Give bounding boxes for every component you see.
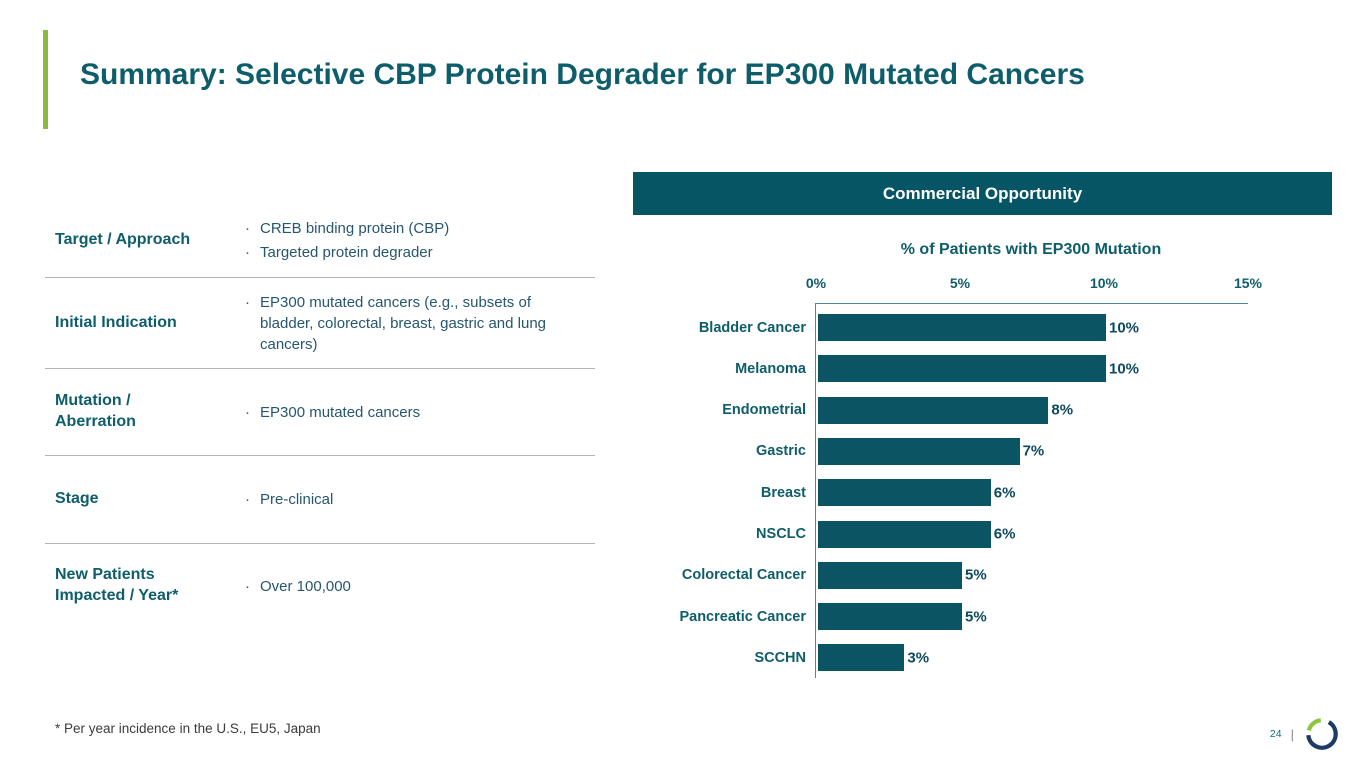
bullet-item: · Pre-clinical xyxy=(245,489,595,510)
bar xyxy=(818,355,1106,383)
info-table: Target / Approach · CREB binding protein (… xyxy=(45,203,595,628)
bullet-item: · EP300 mutated cancers (e.g., subsets of… xyxy=(245,292,595,355)
logo-green-arc xyxy=(1306,718,1322,732)
bullet-dot-icon: · xyxy=(245,577,250,595)
company-ring-logo xyxy=(1306,718,1338,750)
info-row-bullets: · EP300 mutated cancers (e.g., subsets of… xyxy=(245,289,595,358)
footer-divider: | xyxy=(1290,726,1294,742)
info-row-bullets: · EP300 mutated cancers xyxy=(245,399,595,426)
info-row-label: New Patients Impacted / Year* xyxy=(55,566,179,604)
info-row-bullets: · Over 100,000 xyxy=(245,573,595,600)
bullet-dot-icon: · xyxy=(245,243,250,261)
info-row-label: Stage xyxy=(55,490,99,508)
bar xyxy=(818,479,991,507)
bar-row: SCCHN 3% xyxy=(754,644,1248,672)
bar-row: Gastric 7% xyxy=(756,437,1248,465)
bar-category-label: Melanoma xyxy=(735,360,806,377)
bullet-dot-icon: · xyxy=(245,491,250,508)
bar-value-label: 10% xyxy=(1109,360,1140,378)
bullet-text: Targeted protein degrader xyxy=(260,243,433,261)
info-row-bullets: · CREB binding protein (CBP) · Targeted pro… xyxy=(245,215,595,266)
footnote: * Per year incidence in the U.S., EU5, J… xyxy=(55,721,321,736)
bullet-dot-icon: · xyxy=(245,293,250,311)
bullet-item: · Targeted protein degrader xyxy=(245,242,595,263)
bar xyxy=(818,396,1049,424)
info-table-row: Target / Approach · CREB binding protein (… xyxy=(45,203,595,277)
bullet-dot-icon: · xyxy=(245,219,250,237)
bullet-item: · CREB binding protein (CBP) xyxy=(245,218,595,239)
bar-value-label: 5% xyxy=(965,608,987,626)
page-footer: 24 | xyxy=(1270,715,1341,753)
bar-value-label: 6% xyxy=(993,484,1016,502)
commercial-banner-title: Commercial Opportunity xyxy=(882,183,1083,203)
bullet-text: EP300 mutated cancers xyxy=(260,403,421,421)
bar-row: Breast 6% xyxy=(761,479,1248,507)
x-axis-tick-label: 5% xyxy=(949,275,971,291)
bullet-item: · Over 100,000 xyxy=(245,576,595,597)
info-row-label: Initial Indication xyxy=(55,313,177,331)
bullet-text: Pre-clinical xyxy=(260,491,334,508)
bar-category-label: Breast xyxy=(760,484,806,501)
bullet-dot-icon: · xyxy=(245,403,250,421)
info-table-row: Stage · Pre-clinical xyxy=(45,455,595,543)
bar xyxy=(818,603,962,631)
bar-row: NSCLC 6% xyxy=(756,520,1248,548)
bar-row: Colorectal Cancer 5% xyxy=(682,561,1248,589)
x-axis-tick-label: 0% xyxy=(805,275,827,291)
bar xyxy=(818,437,1020,465)
bar-category-label: Endometrial xyxy=(722,402,806,419)
bar-row: Endometrial 8% xyxy=(722,396,1248,424)
bar xyxy=(818,520,991,548)
bar-row: Bladder Cancer 10% xyxy=(699,314,1248,341)
bar-category-label: Pancreatic Cancer xyxy=(679,608,806,625)
bar-category-label: NSCLC xyxy=(756,526,806,542)
bar-value-label: 5% xyxy=(965,566,987,584)
bullet-item: · EP300 mutated cancers xyxy=(245,402,595,423)
bar-value-label: 10% xyxy=(1109,319,1140,336)
chart-title: % of Patients with EP300 Mutation xyxy=(900,241,1162,258)
bullet-text: CREB binding protein (CBP) xyxy=(260,219,450,237)
bar xyxy=(818,644,905,672)
info-row-label: Target / Approach xyxy=(55,230,191,248)
bullet-text: EP300 mutated cancers (e.g., subsets of … xyxy=(260,293,547,353)
bar-value-label: 3% xyxy=(907,649,930,667)
info-table-row: New Patients Impacted / Year* · Over 100,0… xyxy=(45,543,595,628)
info-row-label: Mutation / Aberration xyxy=(55,392,136,430)
x-axis-tick-label: 15% xyxy=(1233,275,1263,291)
bar-category-label: Colorectal Cancer xyxy=(681,567,806,584)
bar-value-label: 8% xyxy=(1051,401,1074,419)
page-number: 24 xyxy=(1269,728,1282,740)
bar-category-label: Gastric xyxy=(756,443,806,460)
page-title: Summary: Selective CBP Protein Degrader … xyxy=(80,58,1085,91)
info-table-row: Mutation / Aberration · EP300 mutated canc… xyxy=(45,368,595,455)
bar xyxy=(818,314,1106,341)
bullet-text: Over 100,000 xyxy=(260,577,351,595)
commercial-banner: Commercial Opportunity xyxy=(633,172,1332,215)
title-accent-bar xyxy=(43,30,48,129)
bar-chart: 0% 5% 10% 15% Bladder Cancer 10% Melanoma 10% En… xyxy=(679,275,1262,678)
bar-row: Pancreatic Cancer 5% xyxy=(679,603,1248,631)
bar-row: Melanoma 10% xyxy=(735,355,1248,383)
bar-value-label: 7% xyxy=(1022,442,1045,460)
logo-navy-arc xyxy=(1306,720,1338,750)
bar xyxy=(818,561,962,589)
x-axis-tick-label: 10% xyxy=(1089,275,1119,291)
bar-category-label: Bladder Cancer xyxy=(698,319,806,336)
bar-value-label: 6% xyxy=(993,525,1016,543)
info-table-row: Initial Indication · EP300 mutated cancers… xyxy=(45,277,595,368)
info-row-bullets: · Pre-clinical xyxy=(245,486,595,513)
bar-category-label: SCCHN xyxy=(754,649,806,666)
